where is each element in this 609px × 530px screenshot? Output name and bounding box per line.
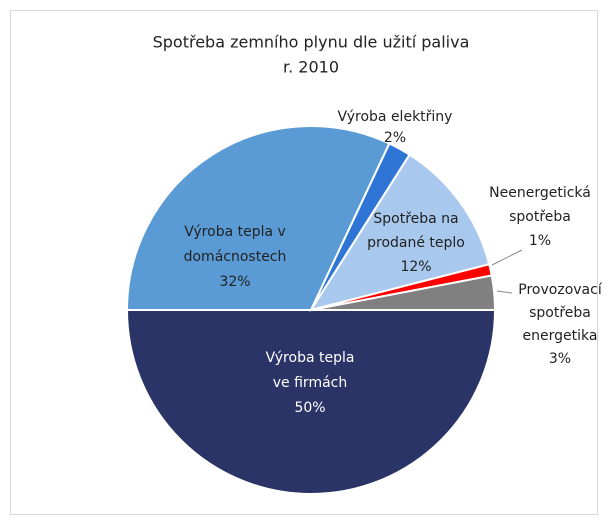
data-label: prodané teplo: [367, 235, 465, 251]
leader-line: [491, 249, 523, 266]
data-label: 50%: [294, 400, 325, 416]
data-label: ve firmách: [273, 375, 347, 391]
data-label: energetika: [523, 328, 598, 344]
chart-title: r. 2010: [283, 58, 339, 77]
chart-title: Spotřeba zemního plynu dle užití paliva: [153, 33, 470, 52]
data-label: 2%: [384, 130, 406, 146]
data-label: 32%: [219, 274, 250, 290]
pie-slice: [310, 274, 497, 311]
data-label: 12%: [400, 259, 431, 275]
pie-slice: [308, 153, 491, 312]
leader-line: [496, 290, 513, 294]
data-label: spotřeba: [529, 305, 591, 321]
data-label: domácnostech: [184, 249, 287, 265]
data-label: Provozovací: [518, 282, 603, 298]
data-label: Spotřeba na: [373, 211, 458, 227]
data-label: 3%: [549, 351, 571, 367]
data-label: Výroba tepla v: [184, 224, 286, 240]
pie-slice: [125, 309, 497, 495]
data-label: 1%: [529, 233, 551, 249]
data-label: Výroba tepla: [266, 350, 355, 366]
pie-slice: [125, 125, 391, 311]
data-label: spotřeba: [509, 209, 571, 225]
data-label: Neenergetická: [489, 185, 591, 201]
data-label: Výroba elektřiny: [338, 109, 453, 125]
